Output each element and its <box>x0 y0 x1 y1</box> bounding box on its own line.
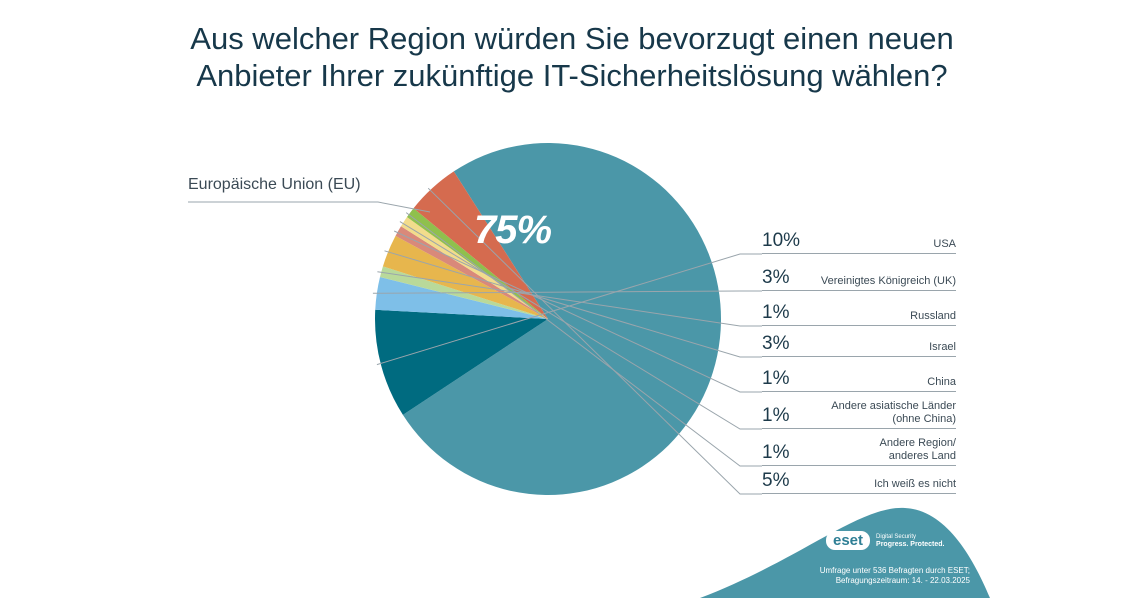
legend-value: 1% <box>762 442 790 463</box>
page-title: Aus welcher Region würden Sie bevorzugt … <box>0 20 1144 94</box>
legend-rule <box>762 465 956 466</box>
legend-rule <box>762 290 956 291</box>
legend-row: 5% Ich weiß es nicht <box>762 470 956 494</box>
legend-row: 1% Andere Region/anderes Land <box>762 432 956 466</box>
pie-slices <box>375 142 721 495</box>
footnote-line-1: Umfrage unter 536 Befragten durch ESET; <box>819 566 970 575</box>
footnote-line-2: Befragungszeitraum: 14. - 22.03.2025 <box>835 576 970 585</box>
legend-rule <box>762 253 956 254</box>
legend-label: Israel <box>929 341 956 353</box>
leader-lines <box>188 187 762 495</box>
legend-value: 1% <box>762 302 790 323</box>
brand-tagline-1: Digital Security <box>876 533 917 540</box>
survey-footnote: Umfrage unter 536 Befragten durch ESET; … <box>820 566 970 586</box>
legend-label: Russland <box>910 310 956 322</box>
title-line-1: Aus welcher Region würden Sie bevorzugt … <box>190 21 954 56</box>
leader-line-eu <box>188 201 431 213</box>
legend-row: 1% Russland <box>762 302 956 326</box>
pie-slice-andere-region-anderes-land <box>406 208 548 319</box>
title-line-2: Anbieter Ihrer zukünftige IT-Sicherheits… <box>196 58 948 93</box>
slice-label-eu: Europäische Union (EU) <box>188 176 361 193</box>
legend-label: USA <box>933 238 956 250</box>
legend-row: 10% USA <box>762 230 956 254</box>
legend-rule <box>762 356 956 357</box>
pie-slice-ich-wei-es-nicht <box>413 171 548 319</box>
pie-slice-israel <box>382 235 548 319</box>
pie-slice-vereinigtes-konigreich-uk <box>375 277 548 319</box>
legend-label: Andere asiatische Länder (ohne China) <box>831 400 956 425</box>
leader-line <box>377 271 762 327</box>
footer-wave <box>700 507 990 598</box>
legend-row: 3% Israel <box>762 333 956 357</box>
brand-tagline: Digital Security Progress. Protected. <box>876 533 944 549</box>
slice-value-eu: 75% <box>474 208 552 252</box>
legend-label: China <box>927 376 956 388</box>
legend-rule <box>762 428 956 429</box>
leader-line <box>427 187 762 495</box>
legend-value: 3% <box>762 267 790 288</box>
legend-rule <box>762 391 956 392</box>
legend-label: Andere Region/anderes Land <box>879 437 956 462</box>
legend-rule <box>762 325 956 326</box>
legend-row: 3% Vereinigtes Königreich (UK) <box>762 267 956 291</box>
legend-value: 1% <box>762 368 790 389</box>
leader-line <box>393 230 762 393</box>
leader-line <box>399 221 762 430</box>
legend-label: Ich weiß es nicht <box>874 478 956 490</box>
leader-line <box>372 290 762 294</box>
brand-tagline-2: Progress. Protected. <box>876 540 945 548</box>
eset-brand: eset Digital Security Progress. Protecte… <box>826 531 945 550</box>
eset-logo: eset <box>826 531 871 550</box>
legend-value: 5% <box>762 470 790 491</box>
legend-rule <box>762 493 956 494</box>
legend-value: 10% <box>762 230 801 251</box>
legend-row: 1% China <box>762 368 956 392</box>
leader-line <box>405 212 762 467</box>
legend-value: 3% <box>762 333 790 354</box>
leader-line <box>376 253 762 366</box>
legend-row: 1% Andere asiatische Länder (ohne China) <box>762 395 956 429</box>
pie-slice-usa <box>375 309 548 415</box>
legend-label: Vereinigtes Königreich (UK) <box>820 275 956 287</box>
legend-value: 1% <box>762 405 790 426</box>
